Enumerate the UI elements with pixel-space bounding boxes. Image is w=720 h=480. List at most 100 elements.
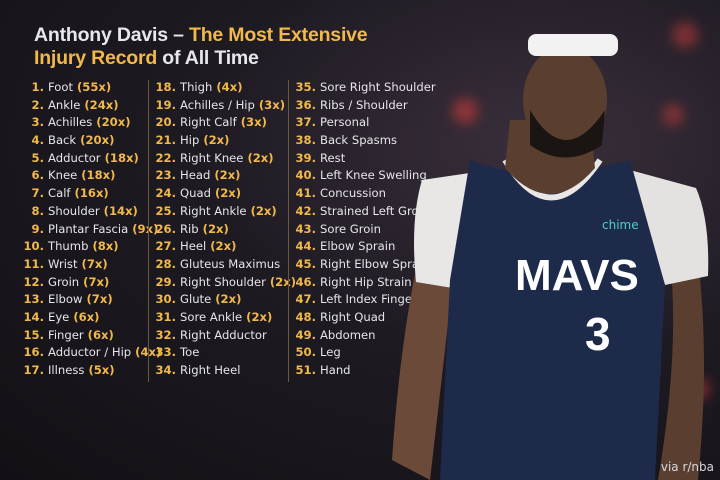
rank-number: 2. (31, 97, 44, 112)
injury-count: (4x) (216, 80, 243, 94)
injury-item: 26. Rib (2x) (150, 221, 296, 239)
headband (528, 34, 618, 56)
injury-item: 33. Toe (150, 344, 296, 362)
injury-item: 13. Elbow (7x) (14, 291, 161, 309)
rank-number: 30. (155, 292, 176, 307)
injury-count: (6x) (87, 327, 114, 342)
injury-item: 41. Concussion (290, 185, 436, 203)
rank-number: 46. (295, 274, 316, 289)
sponsor-logo: chime (602, 218, 639, 232)
rank-number: 29. (155, 274, 176, 289)
injury-count: (7x) (81, 256, 108, 271)
injury-item: 1. Foot (55x) (14, 79, 161, 97)
rank-number: 24. (155, 186, 176, 201)
rank-number: 45. (295, 256, 316, 271)
injury-column-2: 18. Thigh (4x) 19. Achilles / Hip (3x) 20. Righ… (150, 79, 296, 380)
rank-number: 13. (23, 292, 44, 307)
injury-name: Wrist (48, 256, 78, 271)
injury-item: 23. Head (2x) (150, 167, 296, 185)
injury-name: Elbow (48, 292, 83, 307)
rank-number: 50. (295, 345, 316, 360)
jersey-number: 3 (585, 308, 611, 360)
injury-item: 40. Left Knee Swelling (290, 167, 436, 185)
jersey (440, 160, 665, 480)
injury-column-3: 35. Sore Right Shoulder 36. Ribs / Shoulder… (290, 79, 436, 380)
injury-name: Gluteus Maximus (180, 256, 281, 271)
rank-number: 7. (31, 186, 44, 201)
rank-number: 9. (31, 221, 44, 236)
injury-count: (3x) (258, 97, 286, 112)
injury-item: 42. Strained Left Groin (290, 203, 436, 221)
injury-column-1: 1. Foot (55x) 2. Ankle (24x) 3. Achilles (20x) 4.… (14, 79, 161, 380)
injury-item: 18. Thigh (4x) (150, 79, 296, 97)
injury-count: (2x) (215, 292, 242, 307)
injury-name: Elbow Sprain (320, 239, 396, 254)
injury-item: 16.Adductor / Hip(4x) (14, 344, 161, 362)
injury-name: Right Heel (180, 363, 241, 377)
injury-item: 17. Illness (5x) (14, 362, 161, 380)
rank-number: 25. (155, 203, 176, 218)
injury-item: 14. Eye (6x) (14, 309, 161, 327)
rank-number: 3. (31, 115, 44, 130)
injury-count: (8x) (92, 239, 119, 254)
injury-name: Shoulder (48, 203, 100, 218)
injury-item: 37. Personal (290, 114, 436, 132)
injury-count: (2x) (202, 221, 229, 236)
injury-name: Achilles (48, 115, 93, 130)
injury-item: 12. Groin (7x) (14, 274, 161, 292)
injury-count: (24x) (84, 97, 119, 112)
injury-name: Abdomen (320, 327, 376, 342)
player-photo: MAVS 3 chime (392, 34, 709, 480)
column-divider (148, 80, 149, 382)
injury-name: Heel (180, 239, 207, 254)
rank-number: 51. (295, 363, 316, 377)
injury-item: 6. Knee (18x) (14, 167, 161, 185)
rank-number: 44. (295, 239, 316, 254)
injury-item: 21. Hip (2x) (150, 132, 296, 150)
injury-name: Sore Groin (320, 221, 381, 236)
rank-number: 36. (295, 97, 316, 112)
title-highlight: Injury Record (34, 47, 158, 69)
injury-name: Right Elbow Sprain (320, 256, 430, 271)
injury-name: Sore Right Shoulder (320, 80, 436, 94)
injury-item: 43. Sore Groin (290, 221, 436, 239)
injury-name: Adductor (48, 150, 101, 165)
page-title: Anthony Davis – The Most Extensive Injur… (34, 24, 368, 70)
injury-item: 32. Right Adductor (150, 327, 296, 345)
injury-count: (2x) (203, 133, 230, 148)
injury-name: Foot (48, 80, 73, 94)
source-credit: via r/nba (660, 460, 714, 474)
injury-name: Right Calf (180, 115, 237, 130)
injury-name: Thumb (48, 239, 89, 254)
injury-item: 47. Left Index Finger (290, 291, 436, 309)
injury-name: Leg (320, 345, 341, 360)
injury-name: Ankle (48, 97, 81, 112)
injury-name: Rib (180, 221, 199, 236)
right-arm (658, 260, 704, 480)
injury-count: (3x) (240, 115, 267, 130)
injury-item: 29. Right Shoulder (2x) (150, 274, 296, 292)
injury-count: (9x) (132, 221, 159, 236)
injury-name: Knee (48, 168, 78, 183)
title-part: of All Time (157, 47, 259, 69)
injury-count: (55x) (77, 80, 112, 94)
rank-number: 34. (155, 363, 176, 377)
injury-item: 8. Shoulder (14x) (14, 203, 161, 221)
rank-number: 33. (155, 345, 176, 360)
injury-item: 45. Right Elbow Sprain (290, 256, 436, 274)
injury-name: Left Index Finger (320, 292, 417, 307)
injury-name: Finger (48, 327, 84, 342)
rank-number: 12. (23, 274, 44, 289)
injury-count: (20x) (80, 133, 115, 148)
injury-item: 36. Ribs / Shoulder (290, 97, 436, 115)
rank-number: 14. (23, 309, 44, 324)
injury-name: Hand (320, 363, 351, 377)
injury-name: Plantar Fascia (48, 221, 129, 236)
rank-number: 42. (295, 203, 316, 218)
injury-item: 22. Right Knee (2x) (150, 150, 296, 168)
injury-name: Right Knee (180, 150, 244, 165)
injury-name: Personal (320, 115, 370, 130)
injury-count: (2x) (214, 186, 242, 201)
rank-number: 40. (295, 168, 316, 183)
injury-count: (2x) (214, 168, 241, 183)
